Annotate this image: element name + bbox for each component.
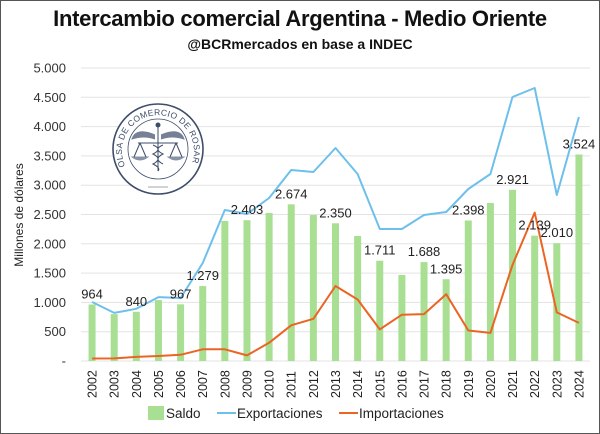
y-tick-label: 4.000 xyxy=(33,119,66,134)
saldo-bar xyxy=(398,274,406,361)
x-tick-label: 2011 xyxy=(285,371,299,398)
saldo-data-label: 2.674 xyxy=(275,186,308,201)
saldo-data-label: 2.403 xyxy=(231,202,264,217)
y-axis-label: Millones de dólares xyxy=(12,163,26,266)
legend-item-saldo[interactable]: Saldo xyxy=(148,406,201,421)
x-tick-label: 2018 xyxy=(440,370,454,398)
saldo-bars xyxy=(88,154,583,361)
legend-item-exportaciones[interactable]: Exportaciones xyxy=(217,406,323,421)
saldo-bar xyxy=(199,286,207,361)
x-tick-label: 2019 xyxy=(462,370,476,398)
saldo-bar xyxy=(177,304,185,361)
legend-swatch-saldo xyxy=(148,406,164,420)
logo-seal: BOLSA DE COMERCIO DE ROSARIO xyxy=(112,103,204,195)
x-tick-label: 2007 xyxy=(196,370,210,398)
x-tick-label: 2008 xyxy=(218,370,232,398)
y-tick-label: 2.500 xyxy=(33,207,66,222)
x-tick-label: 2015 xyxy=(373,370,387,398)
y-tick-label: 4.500 xyxy=(33,90,66,105)
chart-title: Intercambio comercial Argentina - Medio … xyxy=(53,6,547,31)
saldo-data-label: 840 xyxy=(125,294,147,309)
caduceus-scales-seal-icon xyxy=(130,122,186,188)
legend: Saldo Exportaciones Importaciones xyxy=(148,406,444,421)
x-tick-label: 2024 xyxy=(572,370,586,398)
saldo-bar xyxy=(265,212,273,361)
saldo-data-label: 1.395 xyxy=(430,261,463,276)
saldo-bar xyxy=(442,279,450,361)
saldo-bar xyxy=(132,311,140,361)
saldo-bar xyxy=(464,220,472,361)
saldo-data-label: 2.398 xyxy=(452,202,485,217)
saldo-data-label: 1.688 xyxy=(408,244,441,259)
y-tick-label: 1.000 xyxy=(33,295,66,310)
saldo-bar xyxy=(509,189,517,361)
y-tick-label: 5.000 xyxy=(33,61,66,76)
data-labels: 964 840 967 1.279 2.403 2.674 2.350 1.711 1.688 1… xyxy=(81,136,595,308)
x-axis-ticks: 2002 2003 2004 2005 2006 2007 2008 2009 2010 2011… xyxy=(86,370,587,398)
saldo-data-label: 2.010 xyxy=(541,225,574,240)
y-axis-ticks: - 500 1.000 1.500 2.000 2.500 3.000 3.500 4.000 4… xyxy=(33,61,66,369)
saldo-data-label: 2.139 xyxy=(518,218,551,233)
saldo-bar xyxy=(420,262,428,361)
y-tick-label: - xyxy=(62,354,66,369)
saldo-bar xyxy=(154,300,162,361)
saldo-bar xyxy=(486,203,494,361)
saldo-data-label: 3.524 xyxy=(563,136,596,151)
x-tick-label: 2003 xyxy=(108,370,122,398)
x-tick-label: 2022 xyxy=(528,370,542,398)
x-tick-label: 2016 xyxy=(395,370,409,398)
saldo-data-label: 1.711 xyxy=(364,243,396,258)
legend-item-importaciones[interactable]: Importaciones xyxy=(339,406,444,421)
saldo-bar xyxy=(243,220,251,361)
x-tick-label: 2021 xyxy=(506,370,520,398)
x-tick-label: 2017 xyxy=(418,370,432,398)
legend-label-exportaciones: Exportaciones xyxy=(237,406,323,421)
saldo-bar xyxy=(110,314,118,361)
x-tick-label: 2020 xyxy=(484,370,498,398)
y-tick-label: 500 xyxy=(44,324,66,339)
legend-label-importaciones: Importaciones xyxy=(359,406,444,421)
y-tick-label: 2.000 xyxy=(33,236,66,251)
exportaciones-line xyxy=(91,87,580,314)
saldo-bar xyxy=(221,220,229,361)
x-tick-label: 2023 xyxy=(550,370,564,398)
y-tick-label: 1.500 xyxy=(33,266,66,281)
saldo-data-label: 964 xyxy=(81,287,103,302)
saldo-bar xyxy=(309,215,317,361)
saldo-data-label: 967 xyxy=(170,286,192,301)
x-tick-label: 2009 xyxy=(241,370,255,398)
x-tick-label: 2006 xyxy=(174,370,188,398)
saldo-bar xyxy=(88,304,96,361)
chart-subtitle: @BCRmercados en base a INDEC xyxy=(187,36,413,52)
saldo-bar xyxy=(287,204,295,361)
x-tick-label: 2013 xyxy=(329,370,343,398)
importaciones-line xyxy=(92,211,580,360)
saldo-bar xyxy=(376,260,384,361)
y-tick-label: 3.500 xyxy=(33,148,66,163)
saldo-bar xyxy=(553,243,561,361)
saldo-bar xyxy=(575,154,583,361)
saldo-bar xyxy=(531,235,539,361)
x-tick-label: 2005 xyxy=(152,370,166,398)
saldo-bar xyxy=(332,223,339,361)
y-tick-label: 3.000 xyxy=(33,178,66,193)
saldo-data-label: 2.921 xyxy=(496,172,529,187)
legend-label-saldo: Saldo xyxy=(166,406,201,421)
x-tick-label: 2012 xyxy=(307,370,321,398)
x-tick-label: 2010 xyxy=(263,370,277,398)
x-tick-label: 2014 xyxy=(351,370,365,398)
saldo-data-label: 2.350 xyxy=(319,205,352,220)
saldo-data-label: 1.279 xyxy=(186,268,219,283)
x-tick-label: 2004 xyxy=(130,370,144,398)
x-tick-label: 2002 xyxy=(86,370,100,398)
